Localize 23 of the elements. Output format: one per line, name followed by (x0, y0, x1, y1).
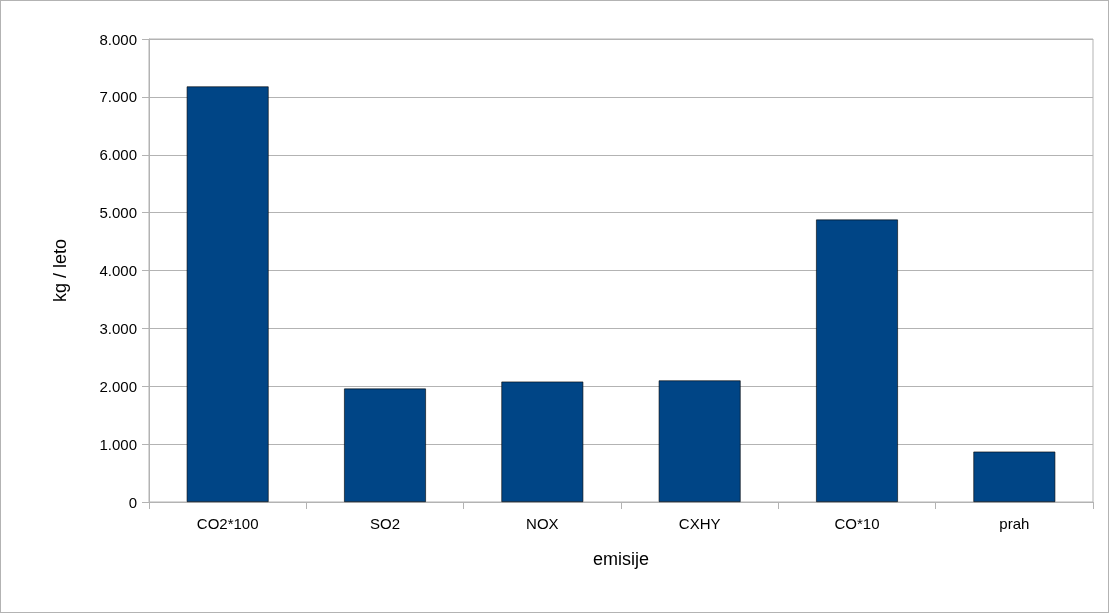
bar (816, 219, 898, 502)
x-axis-title: emisije (592, 549, 650, 569)
x-tick-label: SO2 (369, 515, 401, 532)
x-tick-label: CXHY (678, 515, 721, 532)
bar (501, 381, 584, 502)
x-tick-label: NOX (526, 515, 559, 532)
bar (344, 388, 426, 502)
bar (658, 380, 741, 502)
bar (973, 451, 1056, 502)
bar (186, 86, 269, 502)
y-tick-label: 5.000 (99, 204, 137, 222)
x-tick-label: CO2*100 (196, 515, 259, 532)
y-tick-label: 7.000 (99, 88, 137, 106)
x-tick-label: CO*10 (834, 515, 880, 532)
y-tick-label: 4.000 (99, 262, 137, 279)
y-axis-title: kg / leto (50, 238, 70, 303)
y-tick-label: 3.000 (99, 319, 137, 337)
y-tick-label: 8.000 (99, 30, 137, 48)
y-tick-label: 6.000 (99, 146, 137, 164)
y-tick-label: 2.000 (99, 377, 137, 395)
y-tick-label: 1.000 (99, 435, 137, 453)
x-tick-label: prah (999, 515, 1030, 532)
y-tick-label: 0 (128, 493, 137, 511)
